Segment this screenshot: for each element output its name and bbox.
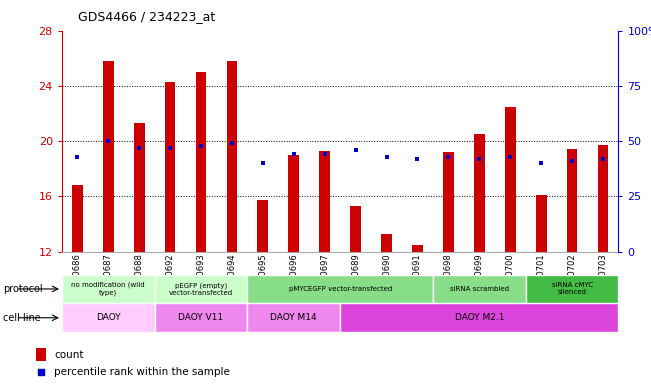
Bar [195,72,206,252]
Text: GDS4466 / 234223_at: GDS4466 / 234223_at [78,10,215,23]
Bar [598,145,609,252]
Text: DAOY M14: DAOY M14 [270,313,317,322]
Bar [381,233,392,252]
Bar [103,61,114,252]
Text: DAOY V11: DAOY V11 [178,313,223,322]
Point [350,147,361,153]
Text: pMYCEGFP vector-transfected: pMYCEGFP vector-transfected [288,286,392,292]
Point [567,158,577,164]
Point [134,145,145,151]
Bar [247,303,340,332]
Point [598,156,608,162]
Text: DAOY M2.1: DAOY M2.1 [454,313,504,322]
Text: count: count [54,349,83,359]
Bar [257,200,268,252]
Point [227,140,237,146]
Bar [412,245,423,252]
Bar [247,275,433,303]
Point [196,142,206,149]
Point [165,145,175,151]
Text: percentile rank within the sample: percentile rank within the sample [54,366,230,377]
Bar [350,206,361,252]
Point [301,281,311,287]
Point [536,160,546,166]
Bar [505,107,516,252]
Point [505,154,516,160]
Text: siRNA cMYC
silenced: siRNA cMYC silenced [551,283,592,295]
Bar [288,155,299,252]
Bar [165,82,176,252]
Bar [525,275,618,303]
Bar [154,303,247,332]
Point [381,154,392,160]
Bar [443,152,454,252]
Text: pEGFP (empty)
vector-transfected: pEGFP (empty) vector-transfected [169,282,233,296]
Bar [227,61,238,252]
Bar [62,275,154,303]
Point [258,160,268,166]
Bar [340,303,618,332]
Bar [133,123,145,252]
Point [320,151,330,157]
Bar [36,348,46,361]
Bar [62,303,154,332]
Text: protocol: protocol [3,284,43,294]
Point [443,154,454,160]
Text: siRNA scrambled: siRNA scrambled [450,286,509,292]
Point [72,154,83,160]
Text: no modification (wild
type): no modification (wild type) [72,282,145,296]
Bar [319,151,330,252]
Bar [154,275,247,303]
Bar [474,134,485,252]
Point [288,151,299,157]
Text: DAOY: DAOY [96,313,120,322]
Bar [72,185,83,252]
Bar [566,149,577,252]
Point [474,156,484,162]
Point [103,138,113,144]
Bar [536,195,547,252]
Point [412,156,422,162]
Bar [433,275,525,303]
Text: cell line: cell line [3,313,41,323]
